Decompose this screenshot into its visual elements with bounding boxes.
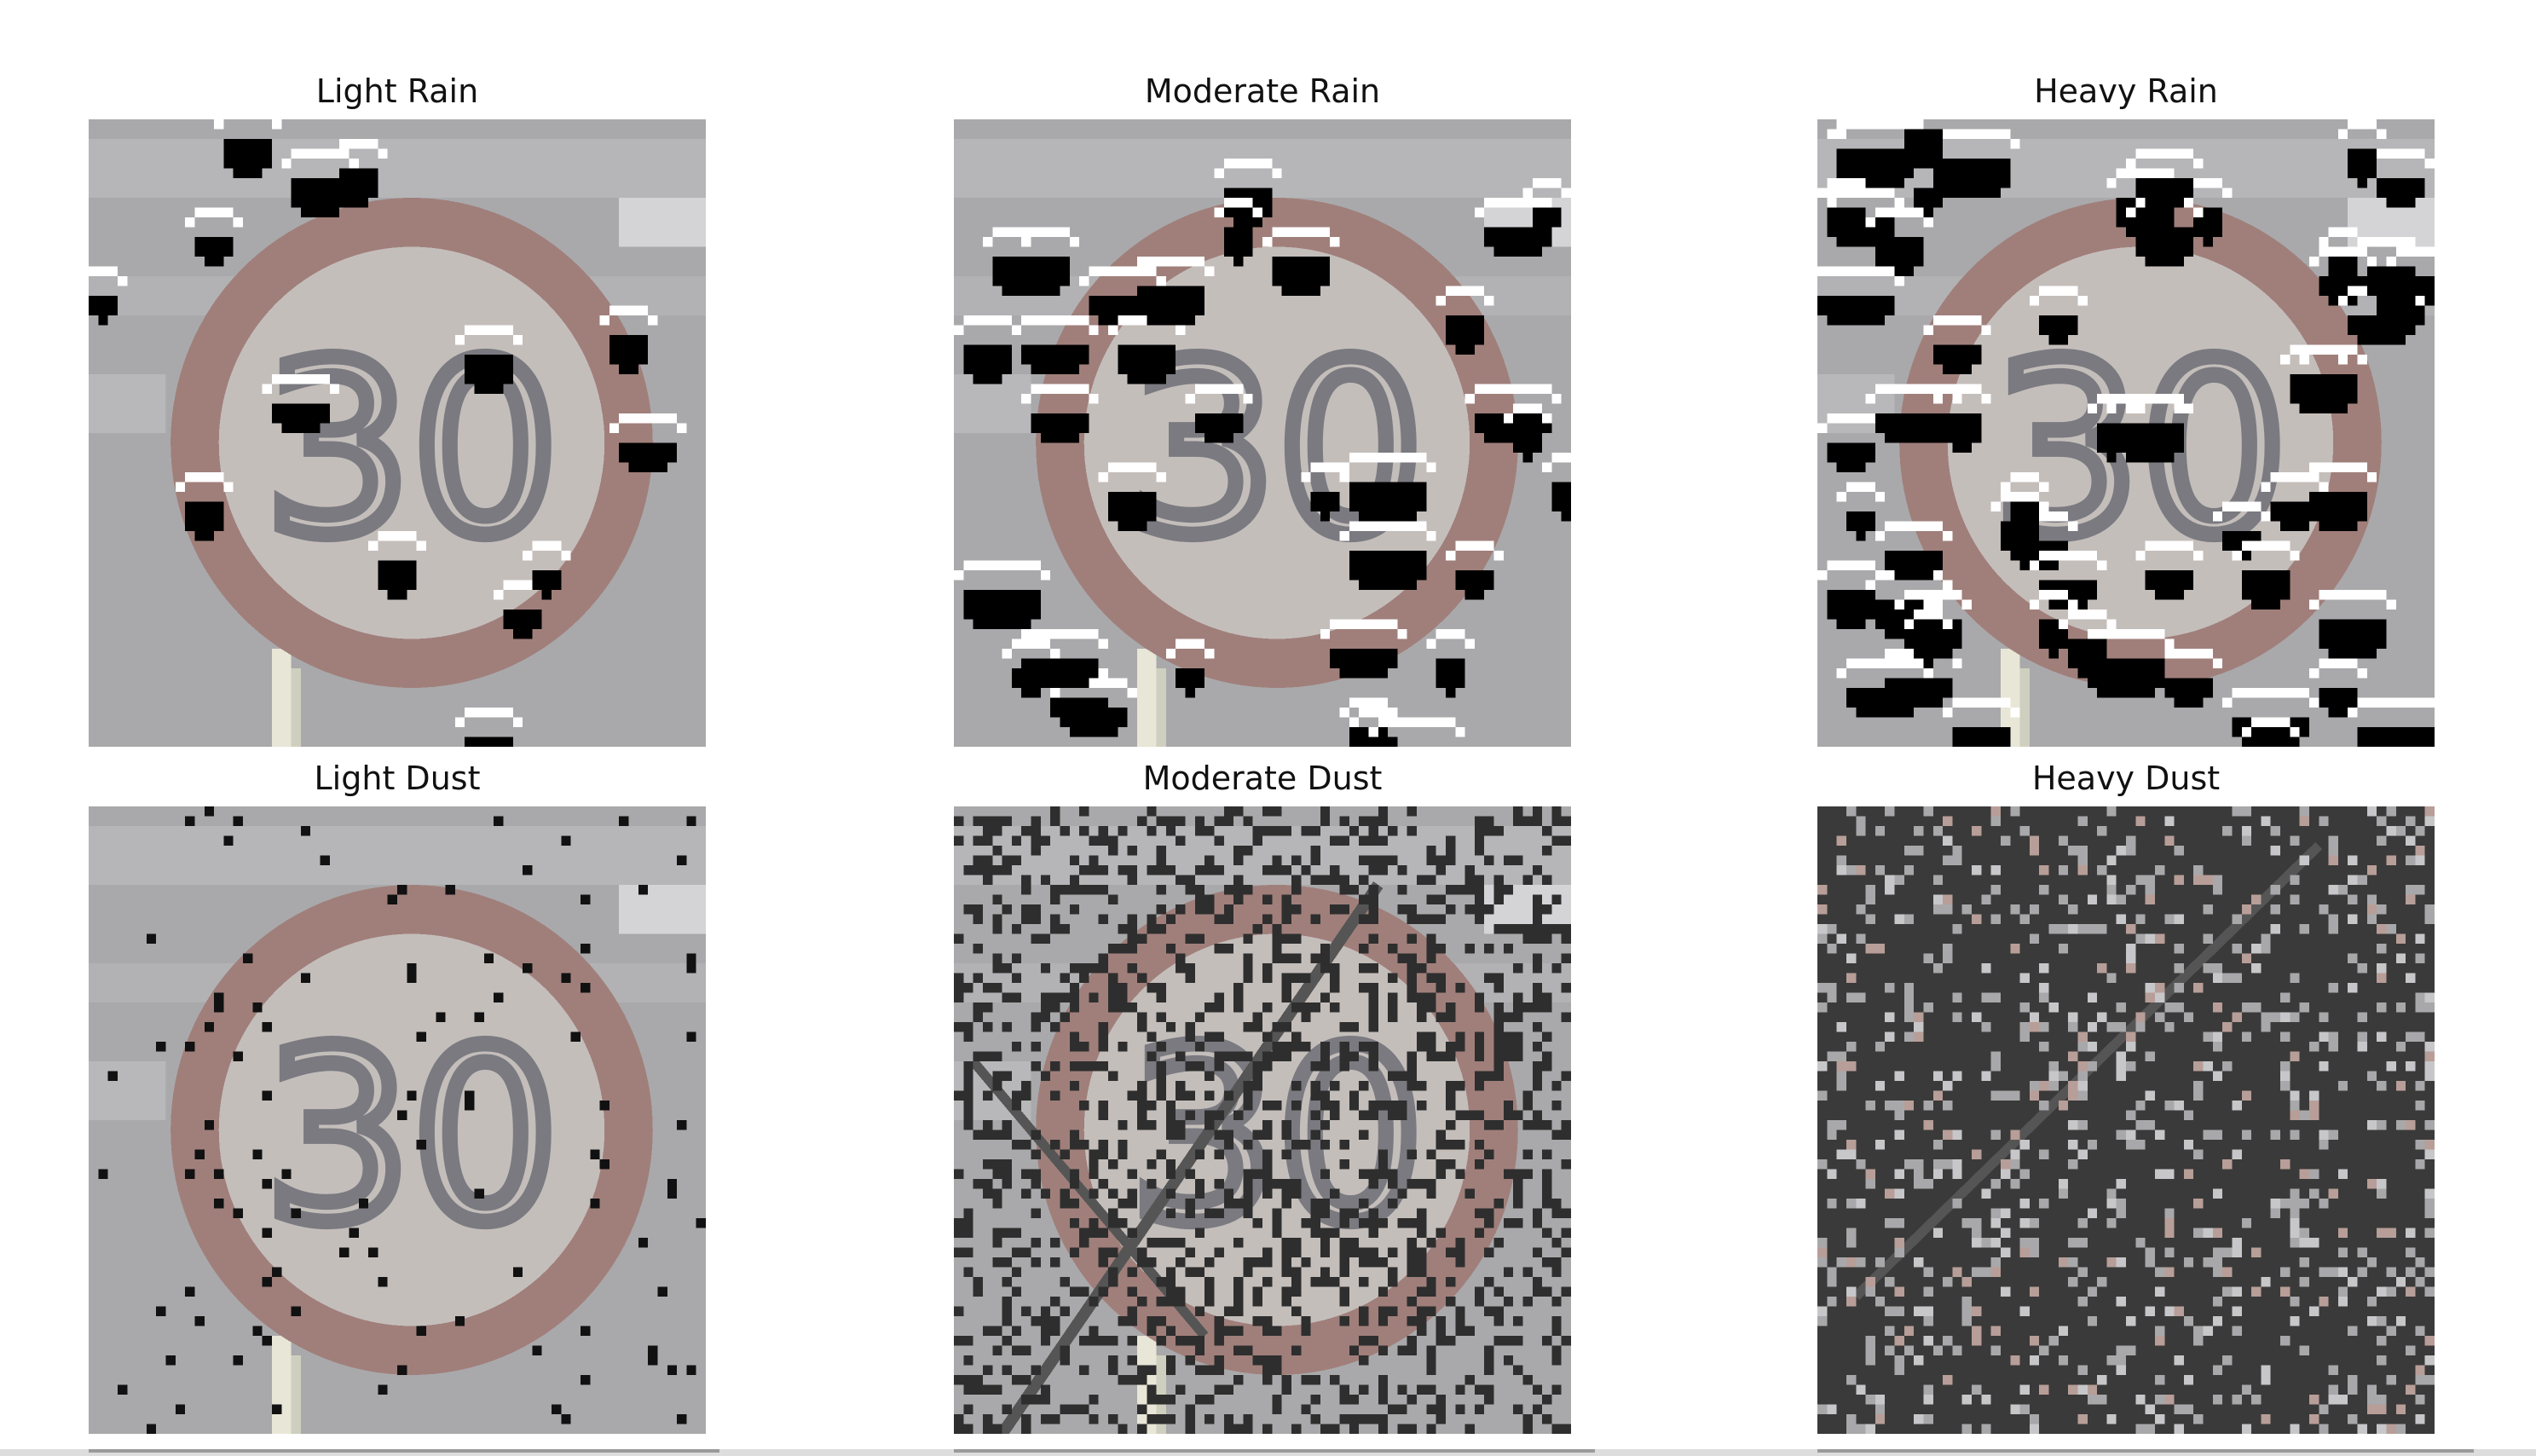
bottom-border xyxy=(0,1449,2536,1456)
svg-text:30: 30 xyxy=(264,313,558,587)
panel-title: Moderate Dust xyxy=(1142,760,1383,797)
panel-title: Light Rain xyxy=(315,72,479,110)
panel-title: Moderate Rain xyxy=(1144,72,1381,110)
panel-title: Heavy Rain xyxy=(2034,72,2218,110)
moderate-dust-image: 30 xyxy=(954,806,1571,1434)
svg-text:30: 30 xyxy=(264,1000,558,1274)
light-rain-image: 30 xyxy=(89,119,706,747)
panel-title: Light Dust xyxy=(314,760,481,797)
light-dust-image: 30 xyxy=(89,806,706,1434)
heavy-dust-image: 30 xyxy=(1817,806,2435,1434)
heavy-rain-image: 30 xyxy=(1817,119,2435,747)
moderate-rain-image: 30 xyxy=(954,119,1571,747)
panel-title: Heavy Dust xyxy=(2031,760,2221,797)
